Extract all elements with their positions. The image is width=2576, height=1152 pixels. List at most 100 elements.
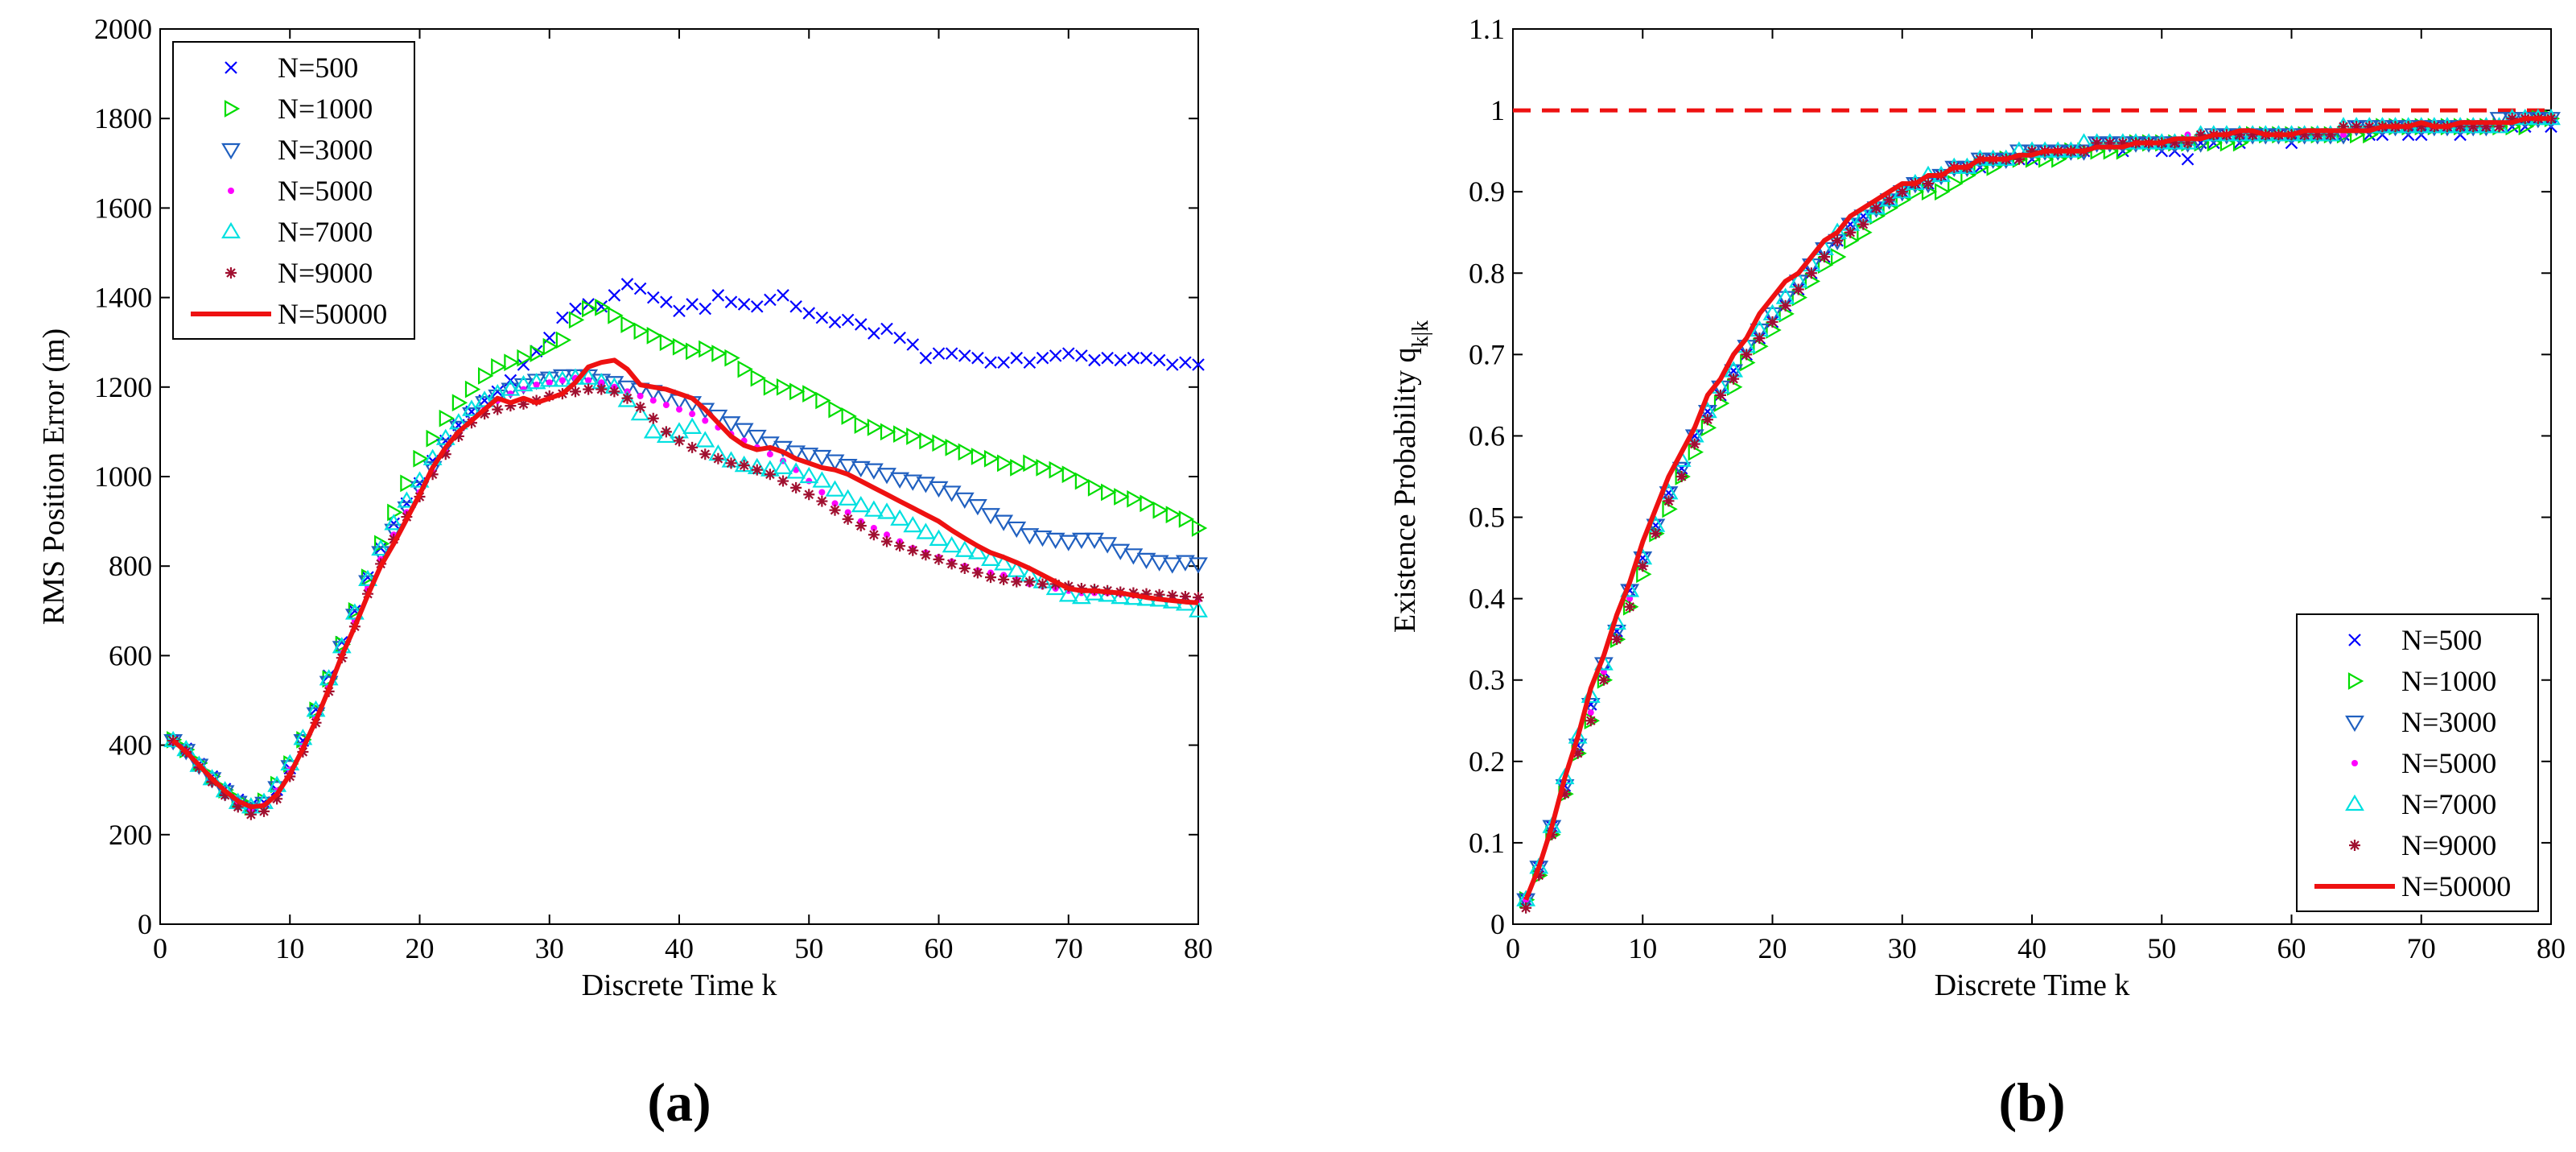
data-point (569, 302, 582, 316)
data-point (841, 407, 857, 425)
data-point (894, 540, 906, 552)
x-tick-label: 10 (1628, 932, 1657, 964)
x-axis-label: Discrete Time k (582, 968, 777, 1002)
data-point (919, 431, 935, 450)
data-point (1179, 591, 1191, 603)
data-point (929, 481, 949, 498)
data-point (1844, 226, 1857, 238)
data-point (920, 549, 932, 561)
y-tick-label: 0 (138, 908, 152, 940)
data-point (448, 413, 468, 430)
data-point (533, 382, 540, 389)
legend-entry-label: N=3000 (278, 134, 373, 166)
data-point (1058, 535, 1078, 551)
data-point (646, 291, 660, 304)
data-point (1165, 358, 1179, 371)
x-tick-label: 10 (275, 932, 304, 964)
data-point (855, 520, 867, 532)
legend-swatch-marker (225, 267, 237, 279)
data-point (1136, 552, 1156, 570)
data-point (806, 477, 813, 485)
data-point (2013, 153, 2025, 165)
data-point (903, 515, 923, 533)
data-point (829, 504, 841, 516)
data-point (1071, 532, 1091, 550)
data-point (1123, 548, 1144, 565)
panel-a-legend: N=500 N=1000 N=3000 N=5000 N=7000 N=9000 N=500… (172, 41, 415, 340)
data-point (1520, 902, 1532, 914)
data-point (1114, 353, 1127, 367)
x-tick-label: 60 (2277, 932, 2306, 964)
data-point (985, 572, 996, 584)
y-tick-label: 1 (1490, 94, 1505, 126)
data-point (686, 298, 699, 311)
data-point (1127, 489, 1143, 508)
data-point (643, 422, 663, 439)
data-point (556, 311, 569, 324)
panel-a-label: (a) (647, 1071, 711, 1133)
data-point (868, 327, 880, 340)
legend-swatch-marker (2348, 634, 2361, 646)
data-point (702, 417, 709, 424)
data-point (1071, 587, 1091, 605)
data-point (786, 462, 806, 479)
data-point (997, 356, 1010, 369)
data-point (2493, 121, 2505, 133)
y-tick-label: 0.7 (1469, 338, 1505, 370)
data-point (634, 401, 646, 413)
data-point (1085, 532, 1104, 550)
y-tick-label: 800 (109, 550, 152, 582)
data-point (649, 397, 657, 404)
data-point (2181, 152, 2195, 166)
data-point (422, 460, 443, 478)
data-point (2364, 121, 2376, 133)
data-point (2091, 137, 2103, 149)
data-point (1728, 373, 1740, 385)
data-point (660, 295, 673, 308)
data-point (1637, 560, 1649, 572)
data-point (686, 441, 699, 453)
data-point (725, 457, 737, 469)
data-point (790, 481, 802, 493)
data-point (803, 489, 815, 501)
data-point (890, 472, 910, 489)
data-point (1149, 555, 1169, 572)
data-point (1087, 479, 1104, 497)
x-axis-label: Discrete Time k (1935, 968, 2130, 1002)
x-tick-label: 20 (1758, 932, 1787, 964)
data-point (1074, 472, 1091, 490)
data-point (724, 349, 740, 367)
data-point (397, 491, 417, 508)
data-point (371, 539, 391, 556)
data-point (552, 370, 572, 387)
data-point (2311, 129, 2323, 141)
data-point (555, 331, 572, 349)
data-point (750, 369, 766, 387)
data-point (464, 380, 481, 398)
data-point (1111, 543, 1131, 560)
data-point (1061, 465, 1078, 484)
data-point (672, 337, 689, 356)
data-point (621, 392, 633, 404)
data-point (877, 502, 896, 519)
y-axis-label-subscript: k|k (1408, 320, 1433, 348)
y-tick-label: 400 (109, 729, 152, 762)
data-point (2506, 113, 2518, 125)
legend-swatch-marker (221, 142, 241, 160)
data-point (2009, 144, 2029, 161)
x-tick-label: 30 (1888, 932, 1917, 964)
data-point (844, 509, 851, 516)
panel-b-label: (b) (1998, 1071, 2065, 1133)
legend-entry-label: N=7000 (2401, 788, 2496, 820)
data-point (1032, 530, 1053, 547)
legend-entry-label: N=50000 (2401, 870, 2511, 902)
data-point (1191, 519, 1208, 537)
data-point (1011, 576, 1023, 588)
data-point (1546, 828, 1558, 840)
data-point (760, 436, 780, 453)
data-point (945, 438, 961, 456)
legend-entry-label: N=3000 (2401, 706, 2496, 738)
data-point (660, 426, 672, 438)
legend-swatch-marker (2345, 715, 2364, 733)
